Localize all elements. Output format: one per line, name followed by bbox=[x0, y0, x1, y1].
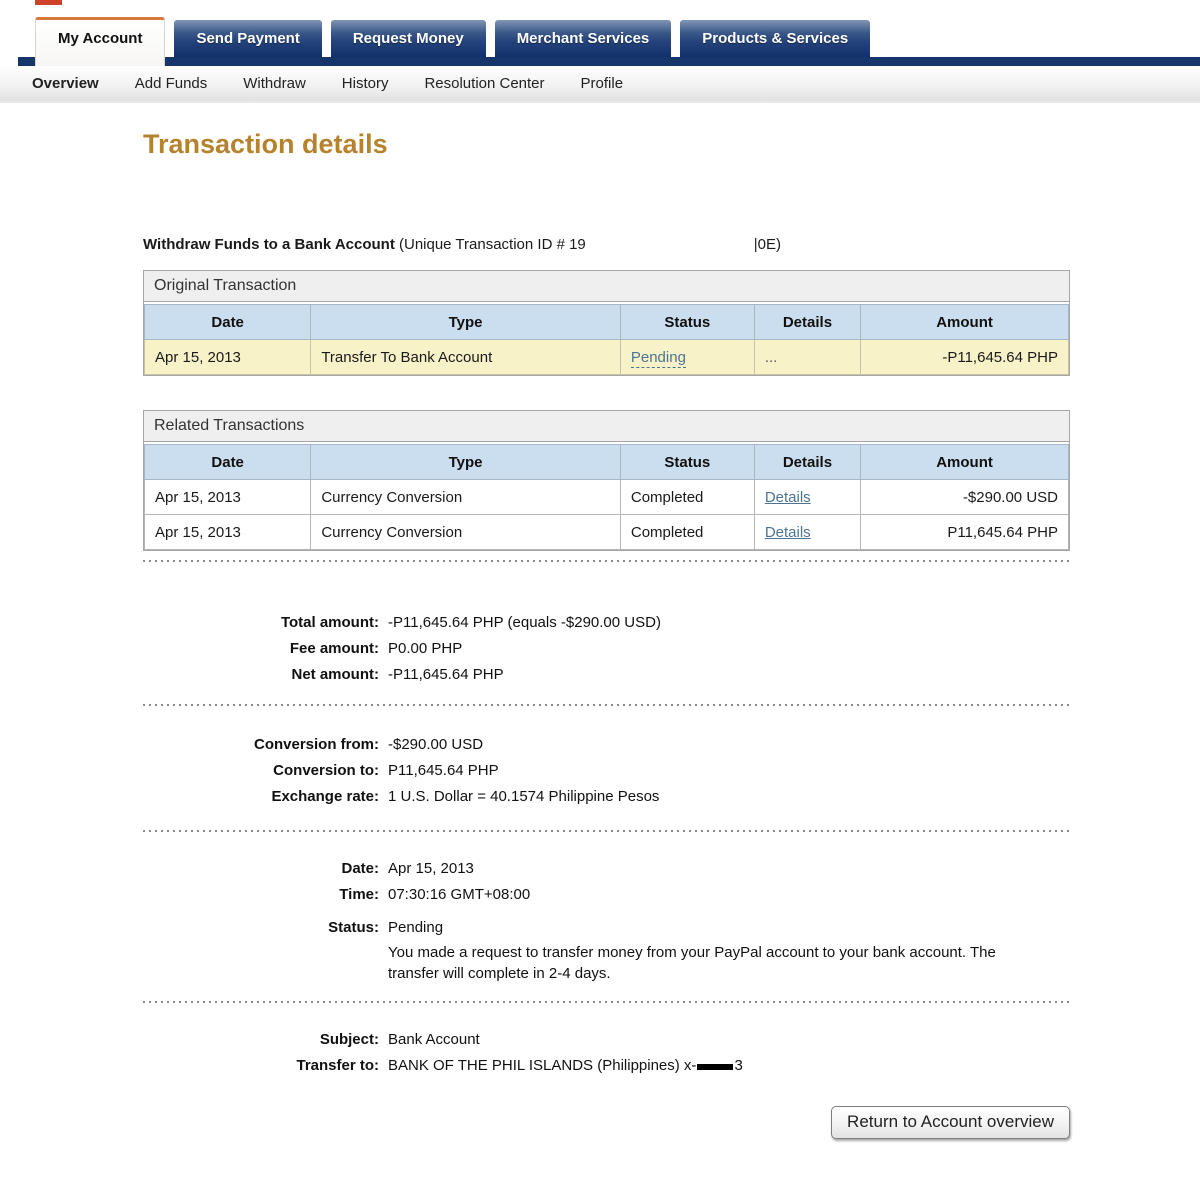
related-transactions-title: Related Transactions bbox=[144, 411, 1069, 442]
tab-label: Send Payment bbox=[196, 30, 300, 47]
cell-type: Currency Conversion bbox=[310, 479, 621, 515]
column-header-date: Date bbox=[143, 444, 312, 480]
tabs-bottom-strip bbox=[18, 57, 1200, 66]
cell-date: Apr 15, 2013 bbox=[143, 339, 312, 375]
subnav-item-profile[interactable]: Profile bbox=[580, 75, 624, 92]
footer-button-row: Return to Account overview bbox=[143, 1106, 1070, 1163]
date-label: Date: bbox=[341, 860, 379, 877]
transaction-id-prefix: (Unique Transaction ID # 19 bbox=[399, 236, 586, 253]
cell-details-ellipsis: ... bbox=[753, 339, 862, 375]
date-value: Apr 15, 2013 bbox=[388, 860, 474, 877]
column-header-date: Date bbox=[143, 304, 312, 340]
tab-send-payment[interactable]: Send Payment bbox=[174, 20, 322, 57]
cell-amount: -$290.00 USD bbox=[860, 479, 1069, 515]
main-tabs-row: My Account Send Payment Request Money Me… bbox=[0, 17, 1200, 66]
redacted-account-number bbox=[697, 1064, 734, 1070]
dotted-separator bbox=[143, 559, 1070, 562]
transaction-header-line: Withdraw Funds to a Bank Account (Unique… bbox=[143, 236, 1070, 253]
transaction-type-title: Withdraw Funds to a Bank Account bbox=[143, 236, 395, 253]
time-value: 07:30:16 GMT+08:00 bbox=[388, 886, 531, 903]
transfer-to-text: BANK OF THE PHIL ISLANDS (Philippines) x… bbox=[388, 1057, 697, 1074]
column-header-details: Details bbox=[753, 444, 862, 480]
conversion-from-label: Conversion from: bbox=[253, 736, 379, 753]
tab-merchant-services[interactable]: Merchant Services bbox=[494, 20, 672, 57]
subnav-item-resolution-center[interactable]: Resolution Center bbox=[424, 75, 545, 92]
table-row: Apr 15, 2013 Transfer To Bank Account Pe… bbox=[143, 339, 1069, 375]
transaction-id-suffix: |0E) bbox=[753, 236, 782, 253]
total-amount-value: -P11,645.64 PHP (equals -$290.00 USD) bbox=[388, 614, 661, 631]
cell-status: Completed bbox=[619, 479, 755, 515]
original-transaction-table: Original Transaction Date Type Status De… bbox=[143, 270, 1070, 376]
net-amount-label: Net amount: bbox=[291, 666, 380, 683]
column-header-type: Type bbox=[310, 304, 621, 340]
dotted-separator bbox=[143, 829, 1070, 832]
tab-label: Products & Services bbox=[702, 30, 849, 47]
subnav-item-history[interactable]: History bbox=[341, 75, 389, 92]
main-content: Transaction details Withdraw Funds to a … bbox=[0, 103, 1200, 1163]
column-header-status: Status bbox=[619, 304, 755, 340]
sub-navigation: Overview Add Funds Withdraw History Reso… bbox=[0, 66, 1200, 103]
exchange-rate-value: 1 U.S. Dollar = 40.1574 Philippine Pesos bbox=[388, 788, 660, 805]
fee-amount-value: P0.00 PHP bbox=[388, 640, 463, 657]
cell-status: Completed bbox=[619, 514, 755, 550]
table-row: Apr 15, 2013 Currency Conversion Complet… bbox=[143, 514, 1069, 550]
tab-request-money[interactable]: Request Money bbox=[330, 20, 486, 57]
related-transactions-table: Related Transactions Date Type Status De… bbox=[143, 410, 1070, 551]
subnav-item-withdraw[interactable]: Withdraw bbox=[243, 75, 306, 92]
cell-type: Currency Conversion bbox=[310, 514, 621, 550]
column-header-details: Details bbox=[753, 304, 862, 340]
column-header-type: Type bbox=[310, 444, 621, 480]
details-link[interactable]: Details bbox=[764, 488, 811, 506]
return-to-account-overview-button[interactable]: Return to Account overview bbox=[831, 1106, 1070, 1139]
subject-label: Subject: bbox=[319, 1031, 379, 1048]
tab-label: Merchant Services bbox=[516, 30, 650, 47]
transfer-to-label: Transfer to: bbox=[296, 1057, 379, 1074]
conversion-from-value: -$290.00 USD bbox=[388, 736, 484, 753]
column-header-amount: Amount bbox=[860, 304, 1069, 340]
paypal-logo-fragment bbox=[35, 0, 62, 5]
original-transaction-title: Original Transaction bbox=[144, 271, 1069, 302]
dotted-separator bbox=[143, 1000, 1070, 1003]
total-amount-label: Total amount: bbox=[280, 614, 379, 631]
cell-amount: -P11,645.64 PHP bbox=[860, 339, 1069, 375]
amounts-section: Total amount: -P11,645.64 PHP (equals -$… bbox=[143, 612, 1070, 685]
time-label: Time: bbox=[339, 886, 379, 903]
table-header-row: Date Type Status Details Amount bbox=[143, 304, 1069, 340]
fee-amount-label: Fee amount: bbox=[289, 640, 379, 657]
table-header-row: Date Type Status Details Amount bbox=[143, 444, 1069, 480]
column-header-amount: Amount bbox=[860, 444, 1069, 480]
top-navigation: My Account Send Payment Request Money Me… bbox=[0, 0, 1200, 103]
tab-products-services[interactable]: Products & Services bbox=[680, 20, 871, 57]
tab-label: My Account bbox=[58, 29, 143, 47]
timing-section: Date: Apr 15, 2013 Time: 07:30:16 GMT+08… bbox=[143, 858, 1070, 984]
transfer-to-suffix: 3 bbox=[734, 1057, 743, 1074]
status-pending-link[interactable]: Pending bbox=[630, 348, 686, 368]
net-amount-value: -P11,645.64 PHP bbox=[388, 666, 504, 683]
details-link[interactable]: Details bbox=[764, 523, 811, 541]
recipient-section: Subject: Bank Account Transfer to: BANK … bbox=[143, 1029, 1070, 1076]
status-value: Pending bbox=[388, 919, 444, 936]
subnav-item-overview[interactable]: Overview bbox=[32, 75, 99, 92]
conversion-to-value: P11,645.64 PHP bbox=[388, 762, 499, 779]
cell-type: Transfer To Bank Account bbox=[310, 339, 621, 375]
table-row: Apr 15, 2013 Currency Conversion Complet… bbox=[143, 479, 1069, 515]
cell-date: Apr 15, 2013 bbox=[143, 479, 312, 515]
column-header-status: Status bbox=[619, 444, 755, 480]
conversion-section: Conversion from: -$290.00 USD Conversion… bbox=[143, 734, 1070, 807]
status-label: Status: bbox=[328, 919, 379, 936]
dotted-separator bbox=[143, 703, 1070, 706]
tab-label: Request Money bbox=[352, 30, 464, 47]
transfer-to-value: BANK OF THE PHIL ISLANDS (Philippines) x… bbox=[388, 1055, 1070, 1076]
conversion-to-label: Conversion to: bbox=[273, 762, 379, 779]
page-title: Transaction details bbox=[143, 129, 388, 159]
subnav-item-add-funds[interactable]: Add Funds bbox=[134, 75, 208, 92]
spacer bbox=[143, 376, 1070, 410]
cell-date: Apr 15, 2013 bbox=[143, 514, 312, 550]
cell-amount: P11,645.64 PHP bbox=[860, 514, 1069, 550]
tab-my-account[interactable]: My Account bbox=[35, 17, 166, 66]
exchange-rate-label: Exchange rate: bbox=[271, 788, 379, 805]
subject-value: Bank Account bbox=[388, 1031, 480, 1048]
status-description: You made a request to transfer money fro… bbox=[388, 944, 996, 982]
